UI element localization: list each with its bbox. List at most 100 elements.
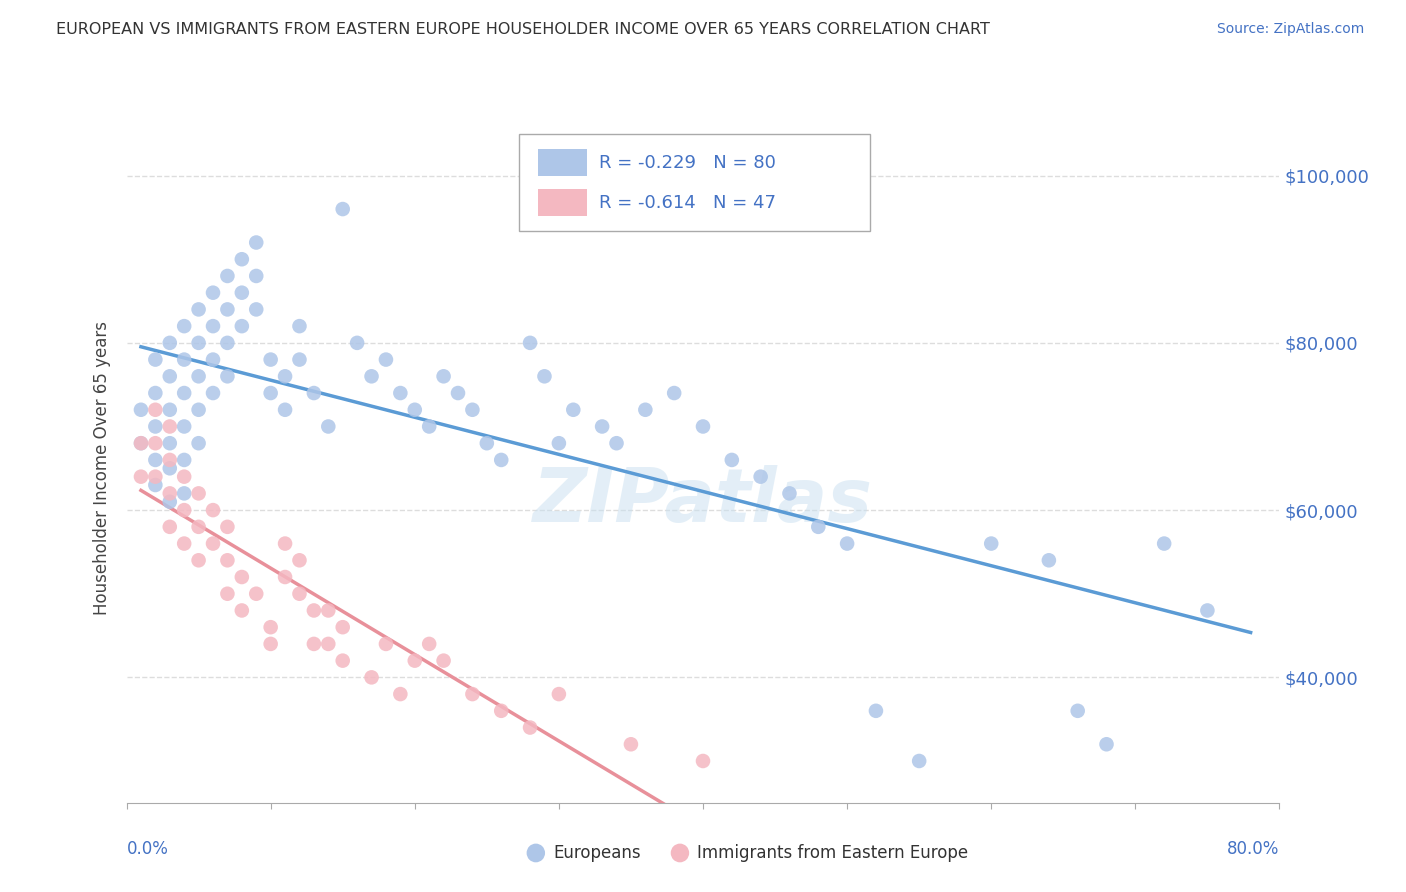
Point [217,268,239,283]
Point [332,620,354,634]
Point [145,402,166,417]
Point [259,352,281,367]
Point [548,687,571,701]
Point [835,536,858,550]
Point [187,553,209,567]
Point [302,637,325,651]
Point [302,386,325,401]
Point [433,369,456,384]
Text: 0.0%: 0.0% [127,839,169,857]
Point [274,402,297,417]
Point [217,553,239,567]
Point [418,637,440,651]
Point [779,486,801,500]
Point [288,553,311,567]
Text: Europeans: Europeans [553,844,641,862]
Point [145,386,166,401]
Point [145,469,166,483]
Point [202,352,225,367]
Point [389,687,412,701]
Point [187,302,209,317]
Point [404,402,426,417]
Point [231,570,253,584]
Point [245,587,267,601]
Text: R = -0.229   N = 80: R = -0.229 N = 80 [599,153,776,171]
Point [173,486,195,500]
Point [159,520,181,534]
Point [1153,536,1175,550]
Point [318,637,340,651]
Point [173,453,195,467]
Point [173,503,195,517]
FancyBboxPatch shape [538,149,586,176]
Point [288,352,311,367]
Point [302,603,325,617]
Point [489,704,512,718]
Point [389,386,412,401]
Point [288,319,311,334]
Point [217,587,239,601]
Point [145,478,166,492]
Point [187,335,209,350]
Point [533,369,555,384]
Point [217,302,239,317]
Point [159,436,181,450]
Y-axis label: Householder Income Over 65 years: Householder Income Over 65 years [93,321,111,615]
Point [202,386,225,401]
Point [259,386,281,401]
Point [692,754,714,768]
Point [231,252,253,267]
Point [202,503,225,517]
Point [374,352,398,367]
Point [475,436,498,450]
Point [259,637,281,651]
Point [231,319,253,334]
Point [187,520,209,534]
Point [360,369,382,384]
Point [1067,704,1090,718]
Text: ZIPatlas: ZIPatlas [533,466,873,538]
Point [145,453,166,467]
Ellipse shape [527,844,546,863]
Point [461,402,484,417]
Point [187,436,209,450]
Point [159,369,181,384]
Point [433,654,456,668]
Point [187,369,209,384]
Point [519,335,541,350]
Point [620,737,643,751]
Point [245,302,267,317]
Point [159,419,181,434]
Point [692,419,714,434]
Point [605,436,627,450]
Point [159,486,181,500]
Point [145,352,166,367]
Point [274,536,297,550]
Point [173,352,195,367]
Point [562,402,585,417]
Point [664,386,686,401]
Point [231,603,253,617]
Point [202,536,225,550]
Point [548,436,571,450]
Point [173,469,195,483]
Point [274,369,297,384]
Point [807,520,830,534]
Point [173,319,195,334]
Point [346,335,368,350]
Point [159,453,181,467]
Point [418,419,440,434]
Point [145,419,166,434]
Point [187,486,209,500]
Point [159,461,181,475]
Point [519,721,541,735]
Point [865,704,887,718]
Text: Immigrants from Eastern Europe: Immigrants from Eastern Europe [697,844,969,862]
Point [202,285,225,300]
Point [259,620,281,634]
Ellipse shape [671,844,689,863]
Point [720,453,742,467]
Point [374,637,398,651]
Point [159,402,181,417]
FancyBboxPatch shape [519,134,870,231]
